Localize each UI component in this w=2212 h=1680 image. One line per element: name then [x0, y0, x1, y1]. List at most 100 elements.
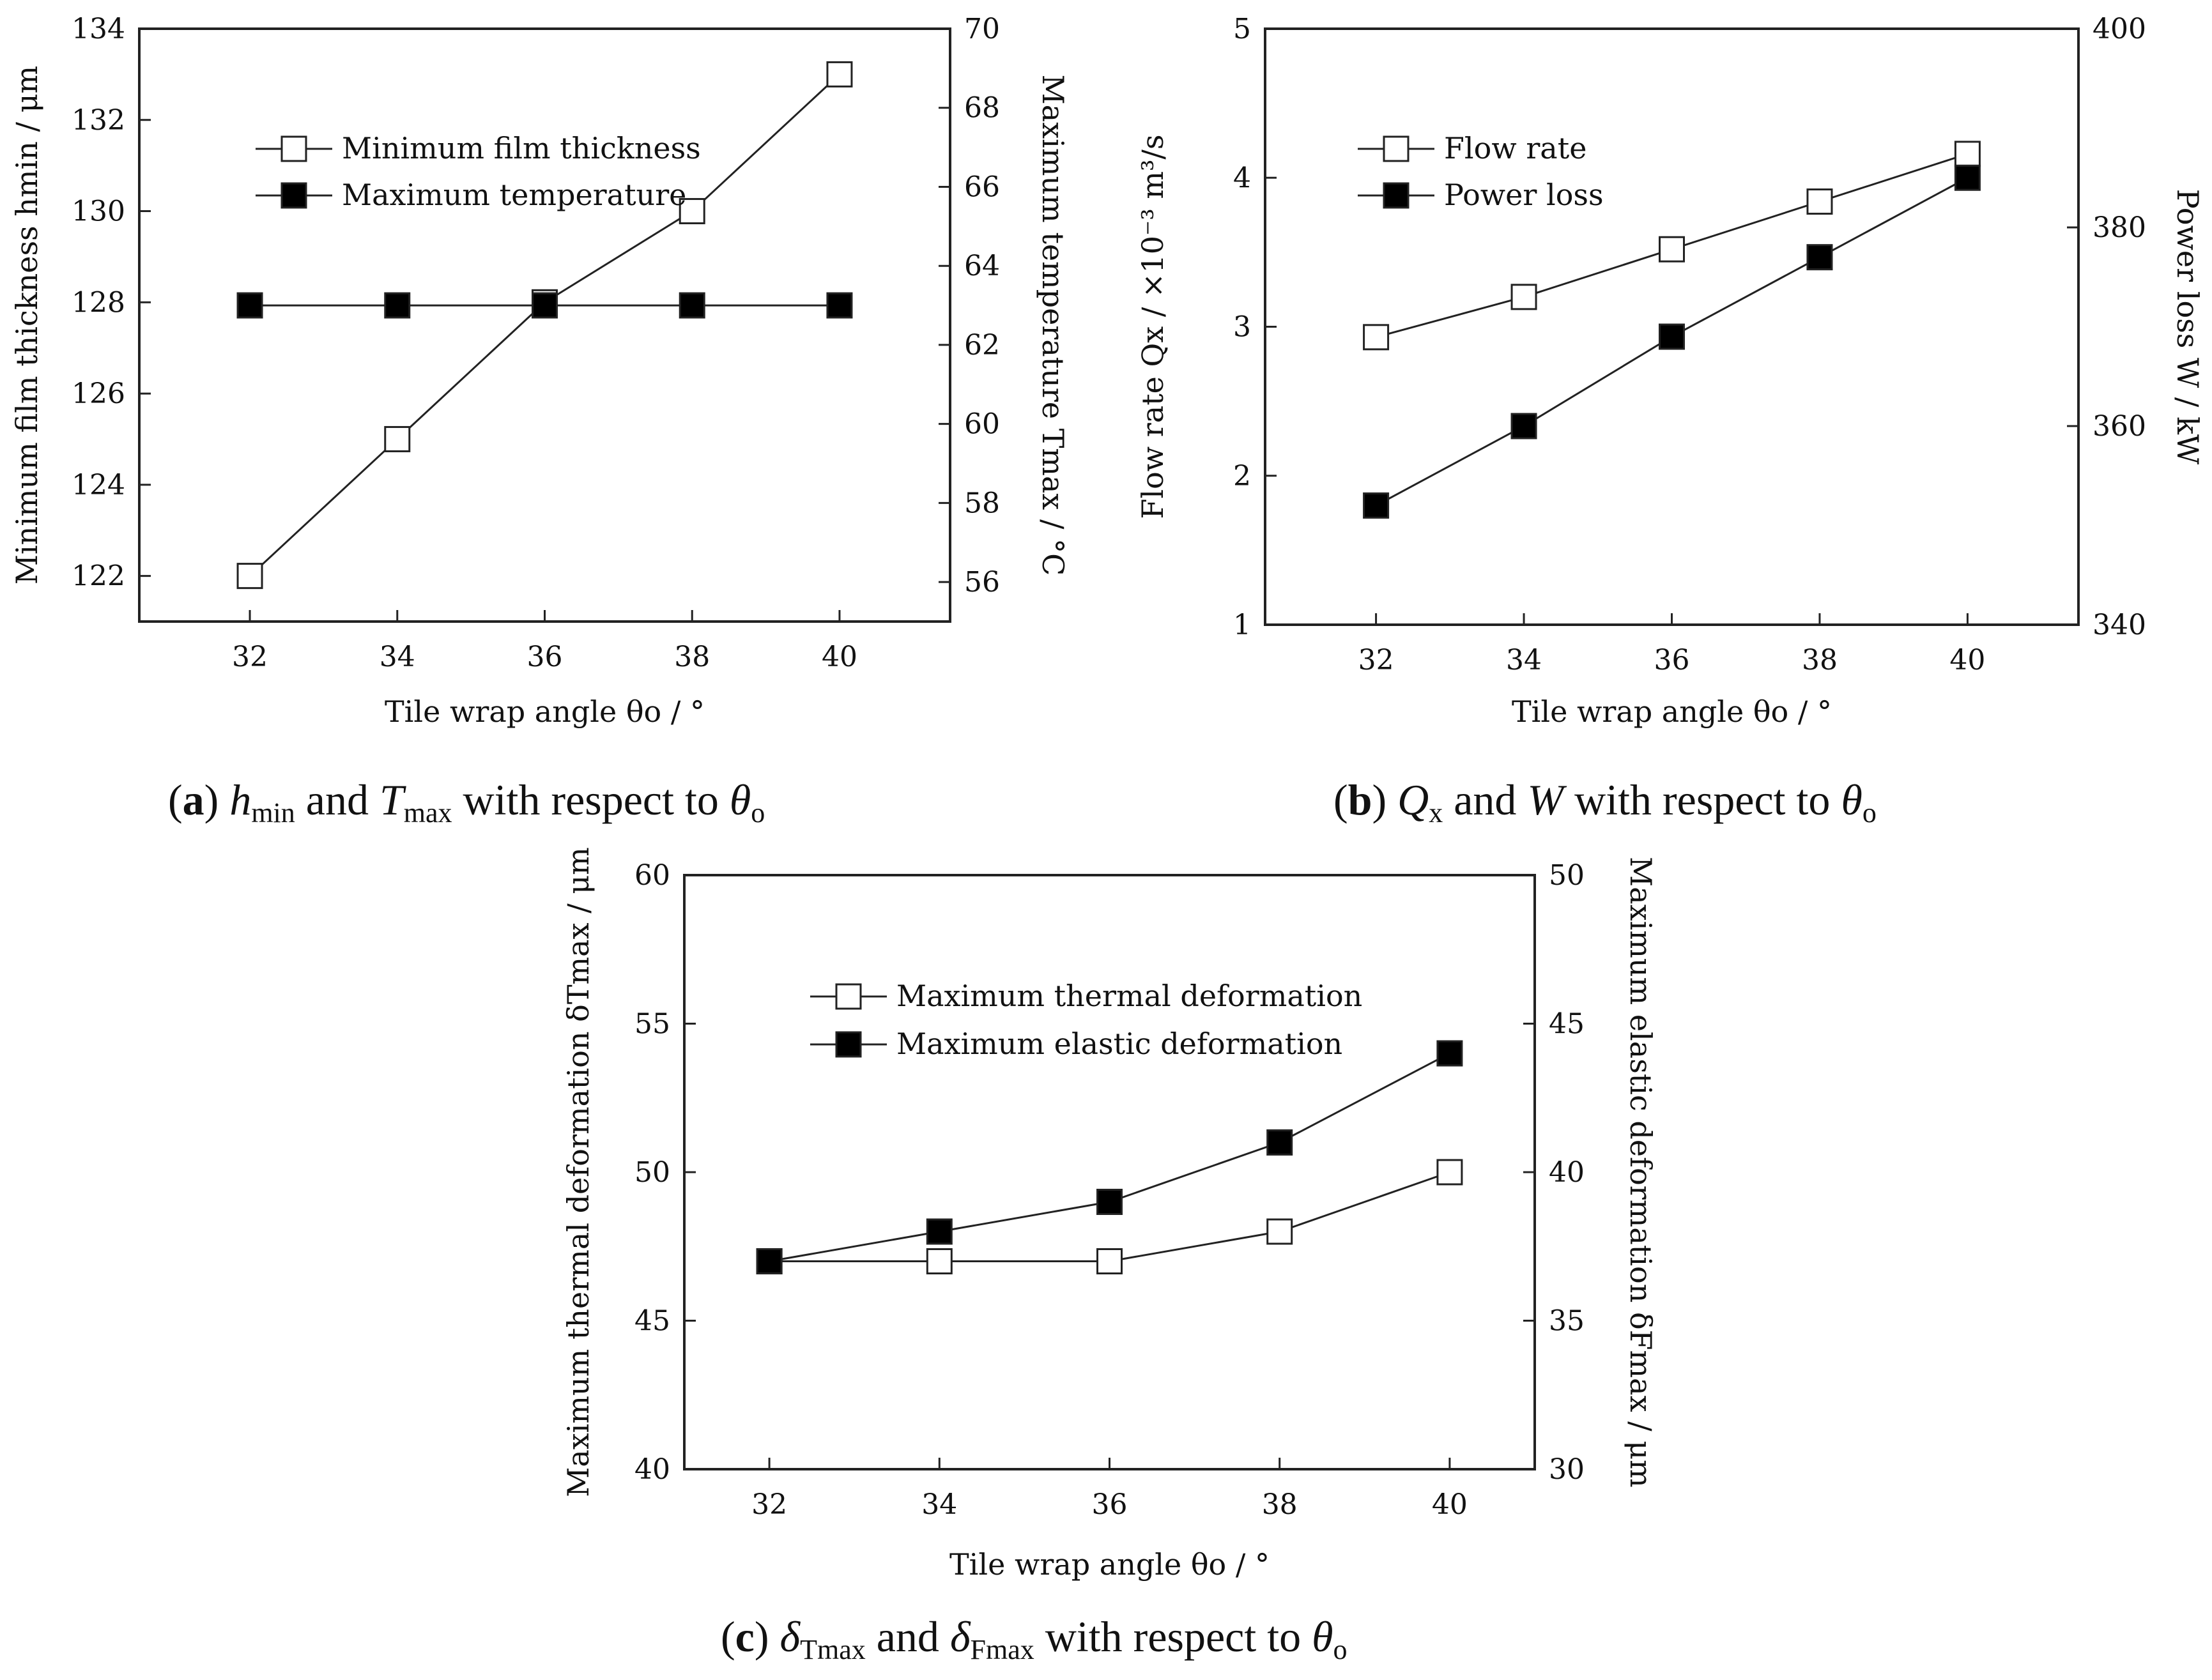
y-right-tick-label: 70 — [964, 13, 1000, 45]
legend-marker — [280, 135, 307, 162]
data-point-2 — [926, 1218, 953, 1245]
y-right-tick-label: 30 — [1549, 1453, 1585, 1486]
legend-label: Flow rate — [1444, 131, 1586, 165]
x-tick-label: 40 — [822, 641, 857, 673]
legend-label: Maximum elastic deformation — [896, 1027, 1342, 1061]
data-point-1 — [1954, 141, 1981, 167]
legend-marker — [1383, 182, 1409, 209]
legend-marker — [835, 983, 862, 1010]
data-point-1 — [926, 1248, 953, 1274]
y-left-axis-label: Flow rate Qx / ×10⁻³ m³/s — [1135, 134, 1170, 519]
x-tick-label: 36 — [1092, 1488, 1128, 1521]
y-left-tick-label: 55 — [634, 1008, 670, 1041]
x-axis-label: Tile wrap angle θo / ° — [1512, 694, 1832, 729]
chart-a: 32 34 36 38 40 122 124 126 128 130 132 134 56 58 60 62 6… — [10, 13, 1070, 829]
data-point-1 — [236, 563, 263, 590]
x-tick-label: 38 — [674, 641, 710, 673]
data-point-1 — [1363, 324, 1390, 351]
y-left-tick-label: 128 — [72, 286, 125, 319]
x-tick-label: 36 — [527, 641, 563, 673]
y-left-tick-label: 1 — [1233, 609, 1251, 641]
x-tick-label: 34 — [1506, 644, 1542, 676]
y-right-tick-label: 62 — [964, 329, 1000, 362]
y-left-tick-label: 122 — [72, 560, 125, 593]
y-right-axis-label: Maximum elastic deformation δFmax / μm — [1624, 857, 1658, 1488]
legend-marker — [835, 1031, 862, 1058]
y-left-tick-label: 50 — [634, 1156, 670, 1189]
y-left-tick-label: 126 — [72, 378, 125, 410]
y-left-tick-label: 45 — [634, 1305, 670, 1338]
caption: (a) hmin and Tmax with respect to θo — [168, 775, 765, 829]
data-point-2 — [1659, 323, 1685, 350]
y-left-tick-label: 130 — [72, 195, 125, 228]
y-right-tick-label: 340 — [2093, 609, 2146, 641]
y-right-tick-label: 56 — [964, 566, 1000, 599]
caption: (c) δTmax and δFmax with respect to θo — [721, 1612, 1348, 1665]
data-point-2 — [1266, 1129, 1293, 1156]
data-point-2 — [679, 292, 705, 319]
y-left-tick-label: 3 — [1233, 311, 1251, 344]
data-point-1 — [1659, 236, 1685, 263]
legend-label: Minimum film thickness — [342, 131, 701, 165]
x-tick-label: 38 — [1802, 644, 1838, 676]
x-tick-label: 40 — [1949, 644, 1985, 676]
y-left-tick-label: 132 — [72, 104, 125, 137]
x-tick-label: 38 — [1262, 1488, 1298, 1521]
y-right-tick-label: 64 — [964, 250, 1000, 282]
y-left-tick-label: 4 — [1233, 162, 1251, 194]
x-axis-label: Tile wrap angle θo / ° — [949, 1547, 1270, 1582]
data-point-1 — [679, 198, 705, 225]
data-point-2 — [826, 292, 853, 319]
legend-label: Power loss — [1444, 178, 1604, 212]
x-axis-label: Tile wrap angle θo / ° — [385, 694, 705, 729]
data-point-1 — [826, 61, 853, 88]
chart-c: 32 34 36 38 40 40 45 50 55 60 30 35 40 45 50 Tile wrap … — [561, 847, 1658, 1665]
y-right-tick-label: 360 — [2093, 410, 2146, 443]
y-left-tick-label: 40 — [634, 1453, 670, 1486]
x-tick-label: 34 — [921, 1488, 957, 1521]
data-point-2 — [1510, 413, 1537, 439]
x-tick-label: 40 — [1432, 1488, 1468, 1521]
y-left-tick-label: 134 — [72, 13, 125, 45]
legend-marker — [280, 182, 307, 209]
x-tick-label: 32 — [232, 641, 268, 673]
legend-label: Maximum thermal deformation — [896, 979, 1362, 1013]
y-left-tick-label: 5 — [1233, 13, 1251, 45]
x-tick-label: 32 — [751, 1488, 787, 1521]
data-point-2 — [236, 292, 263, 319]
y-right-axis-label: Power loss W / kW — [2170, 189, 2205, 465]
data-point-2 — [1954, 164, 1981, 191]
y-left-axis-label: Minimum film thickness hmin / μm — [10, 66, 44, 584]
data-point-2 — [532, 292, 558, 319]
x-tick-label: 32 — [1358, 644, 1394, 676]
y-right-tick-label: 68 — [964, 92, 1000, 125]
y-right-tick-label: 58 — [964, 487, 1000, 519]
data-point-1 — [384, 425, 411, 452]
y-right-tick-label: 400 — [2093, 13, 2146, 45]
data-point-1 — [1510, 284, 1537, 310]
y-right-tick-label: 35 — [1549, 1305, 1585, 1338]
data-point-2 — [1806, 244, 1833, 271]
series-line-2 — [769, 1052, 1450, 1262]
series-line-1 — [769, 1171, 1450, 1262]
y-left-tick-label: 124 — [72, 469, 125, 501]
data-point-1 — [1436, 1159, 1463, 1186]
caption: (b) Qx and W with respect to θo — [1333, 775, 1877, 829]
plot-frame — [138, 27, 951, 623]
y-right-tick-label: 60 — [964, 408, 1000, 441]
legend-label: Maximum temperature — [342, 178, 686, 212]
x-tick-label: 34 — [380, 641, 415, 673]
x-tick-label: 36 — [1654, 644, 1690, 676]
y-left-tick-label: 2 — [1233, 460, 1251, 493]
data-point-2 — [1096, 1189, 1123, 1215]
y-right-tick-label: 45 — [1549, 1008, 1585, 1041]
plot-frame — [683, 874, 1536, 1470]
y-right-axis-label: Maximum temperature Tmax / °C — [1036, 75, 1070, 576]
legend-marker — [1383, 135, 1409, 162]
data-point-1 — [1096, 1248, 1123, 1274]
y-right-tick-label: 40 — [1549, 1156, 1585, 1189]
y-right-tick-label: 66 — [964, 171, 1000, 203]
y-right-tick-label: 50 — [1549, 859, 1585, 892]
data-point-1 — [1266, 1218, 1293, 1245]
